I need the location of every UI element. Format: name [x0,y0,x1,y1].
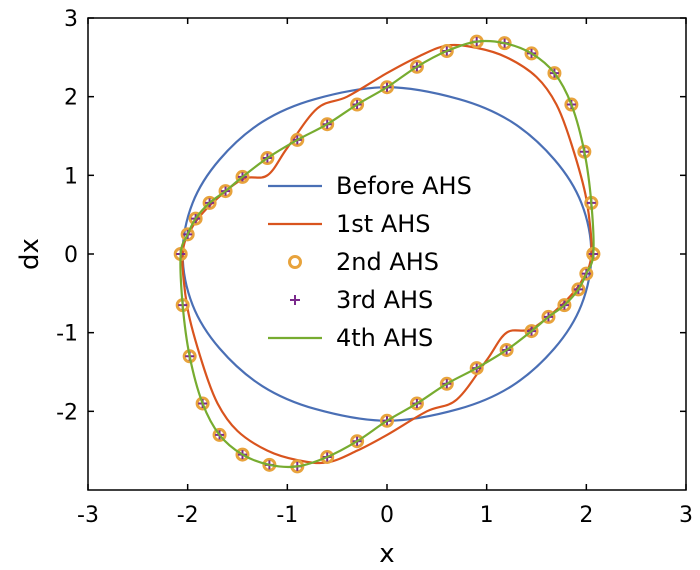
y-tick-label: 2 [64,86,78,111]
y-tick-label: -1 [56,322,78,347]
series-3-point [202,195,217,210]
legend-item-4: 3rd AHS [290,286,433,314]
series-3-point [541,309,556,324]
legend-item-3: 2nd AHS [288,248,439,276]
series-3-point [212,427,227,442]
series-3-point [469,361,484,376]
series-3-markers [173,34,601,474]
series-3-point [409,59,424,74]
series-3-point [439,376,454,391]
legend-swatch [288,255,302,269]
series-3-point [350,434,365,449]
series-3-point [557,298,572,313]
series-3-point [188,211,203,226]
series-3-point [180,227,195,242]
legend-label: 1st AHS [336,210,431,238]
legend-item-5: 4th AHS [268,324,433,352]
legend-item-2: 1st AHS [268,210,431,238]
legend-item-1: Before AHS [268,172,472,200]
ticks-layer: -3 -2 -1 0 1 2 3 3 2 1 0 -1 -2 [56,7,693,528]
x-tick-label: -2 [177,503,199,528]
series-3-point [380,80,394,95]
y-tick-label: 0 [64,243,78,268]
series-3-point [320,117,335,132]
series-5-line [179,39,595,469]
series-3-point [564,97,579,112]
y-tick-label: 1 [64,164,78,189]
series-3-point [571,282,586,297]
legend-label: Before AHS [336,172,472,200]
x-tick-label: -1 [276,503,298,528]
series-3-point [350,97,365,112]
series-3-point [579,266,594,281]
series-3-point [380,413,394,428]
series-3-point [290,132,305,147]
legend-label: 4th AHS [336,324,433,352]
series-3-point [320,449,335,464]
series-3-point [409,396,424,411]
series-3-point [218,184,233,199]
x-tick-label: 2 [579,503,593,528]
x-axis-label: x [379,539,394,569]
y-tick-label: -2 [56,400,78,425]
legend-label: 2nd AHS [336,248,439,276]
series-3-point [524,46,539,61]
x-tick-label: 0 [380,503,394,528]
series-3-point [499,342,514,357]
series-layer [173,34,601,474]
series-3-point [235,169,250,184]
series-3-point [524,324,539,339]
legend: Before AHS 1st AHS 2nd AHS 3rd AHS 4th AHS [268,172,472,352]
x-tick-label: -3 [77,503,99,528]
series-3-point [235,447,250,462]
series-3-point [195,396,210,411]
legend-label: 3rd AHS [336,286,433,314]
series-3-point [260,151,275,166]
x-tick-label: 1 [480,503,494,528]
legend-swatch [290,295,300,305]
series-3-point [547,66,562,81]
series-3-point [439,44,454,59]
y-tick-label: 3 [64,7,78,32]
x-tick-label: 3 [679,503,693,528]
y-axis-label: dx [15,238,45,270]
